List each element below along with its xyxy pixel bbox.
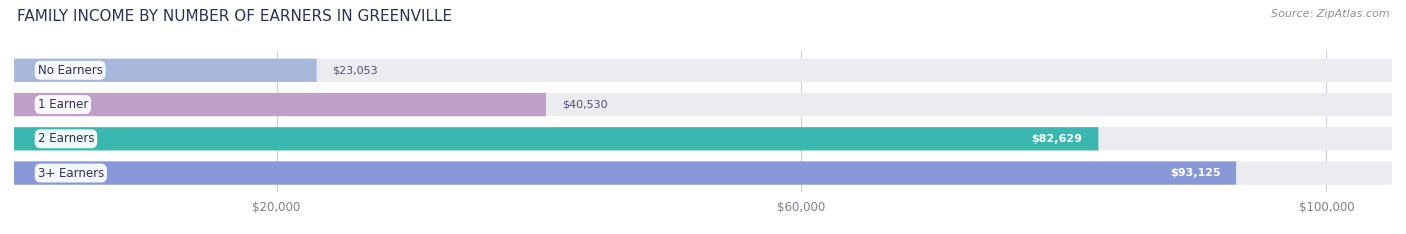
FancyBboxPatch shape <box>14 59 1392 82</box>
Text: $82,629: $82,629 <box>1032 134 1083 144</box>
Text: No Earners: No Earners <box>38 64 103 77</box>
FancyBboxPatch shape <box>14 161 1236 185</box>
FancyBboxPatch shape <box>14 161 1392 185</box>
Text: $93,125: $93,125 <box>1170 168 1220 178</box>
FancyBboxPatch shape <box>14 127 1098 150</box>
FancyBboxPatch shape <box>14 93 546 116</box>
FancyBboxPatch shape <box>14 127 1392 150</box>
FancyBboxPatch shape <box>14 59 316 82</box>
Text: $23,053: $23,053 <box>332 65 378 75</box>
Text: 2 Earners: 2 Earners <box>38 132 94 145</box>
Text: FAMILY INCOME BY NUMBER OF EARNERS IN GREENVILLE: FAMILY INCOME BY NUMBER OF EARNERS IN GR… <box>17 9 451 24</box>
FancyBboxPatch shape <box>14 93 1392 116</box>
Text: 3+ Earners: 3+ Earners <box>38 167 104 179</box>
Text: $40,530: $40,530 <box>561 99 607 110</box>
Text: 1 Earner: 1 Earner <box>38 98 89 111</box>
Text: Source: ZipAtlas.com: Source: ZipAtlas.com <box>1271 9 1389 19</box>
